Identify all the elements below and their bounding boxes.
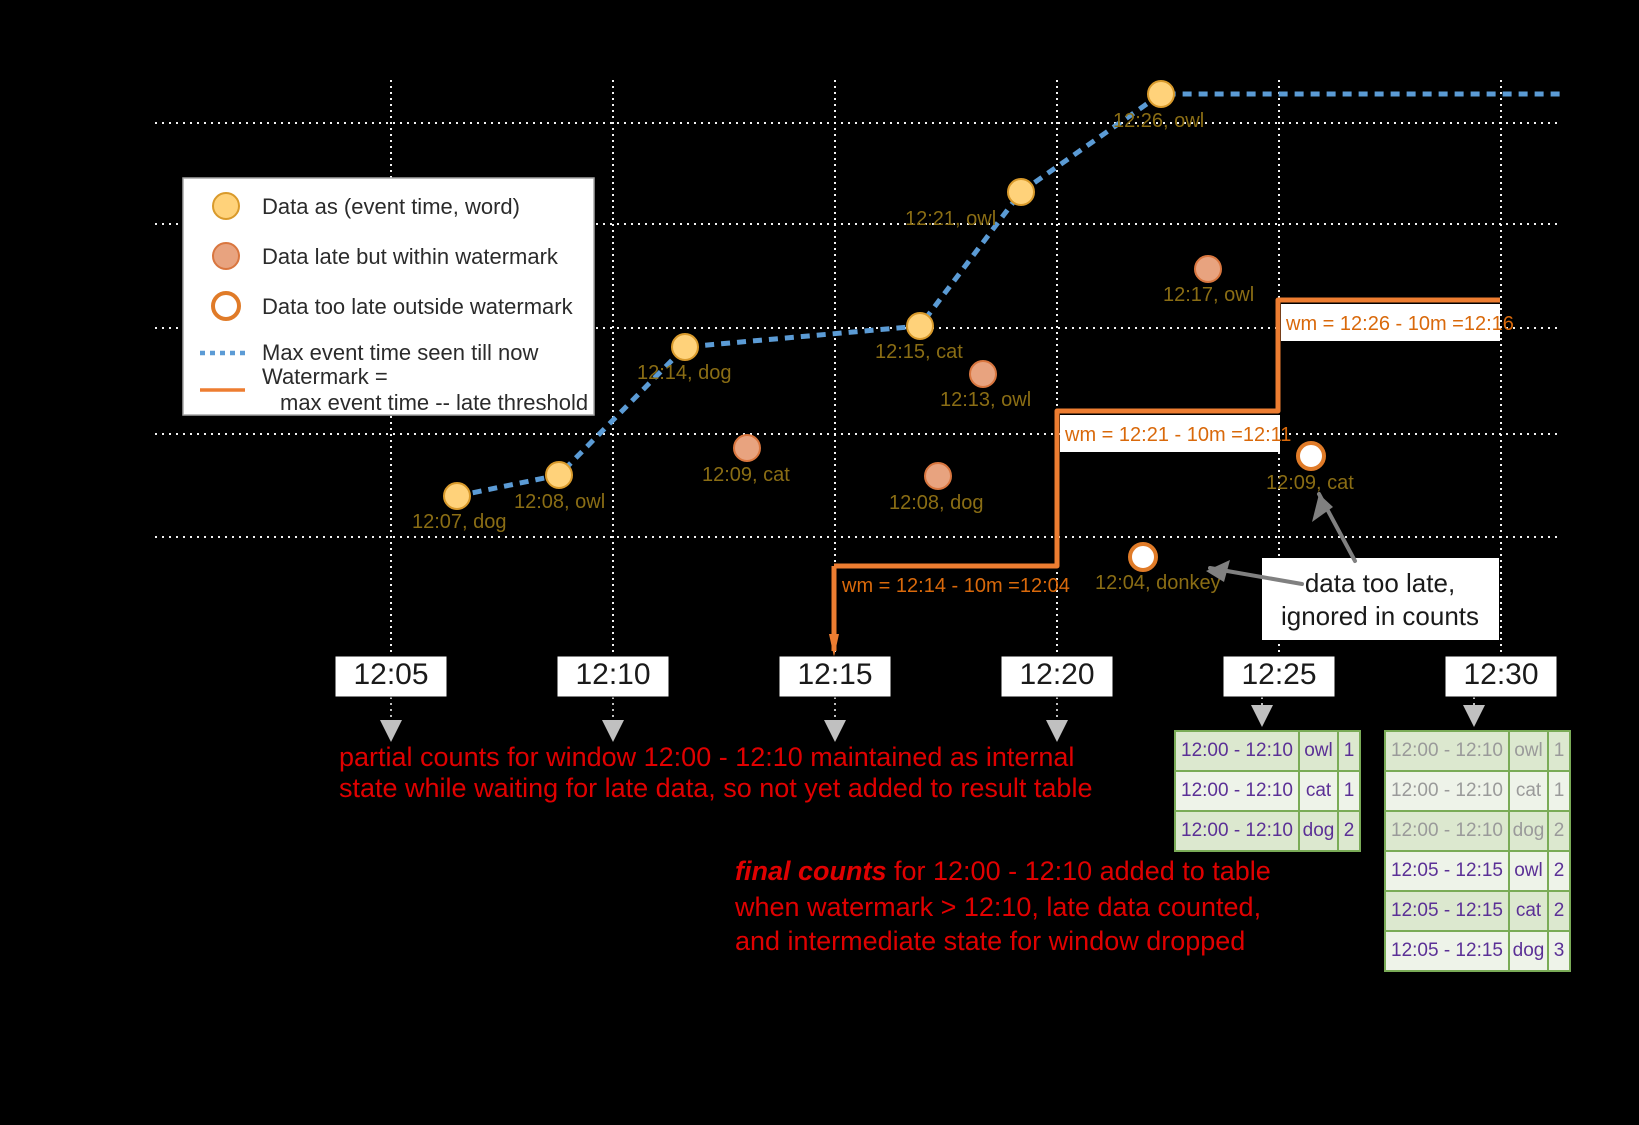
svg-text:Data as (event time, word): Data as (event time, word) (262, 194, 520, 219)
svg-text:12:07, dog: 12:07, dog (412, 511, 507, 533)
svg-text:and intermediate state for win: and intermediate state for window droppe… (735, 926, 1245, 956)
svg-text:12:30: 12:30 (1463, 658, 1538, 691)
svg-text:Max event time seen till now: Max event time seen till now (262, 340, 538, 365)
svg-text:12:05: 12:05 (353, 658, 428, 691)
svg-text:Data too late outside watermar: Data too late outside watermark (262, 294, 574, 319)
svg-text:wm = 12:21 - 10m =12:11: wm = 12:21 - 10m =12:11 (1064, 424, 1291, 446)
svg-text:wm = 12:14 - 10m =12:04: wm = 12:14 - 10m =12:04 (841, 575, 1070, 597)
svg-text:12:08, owl: 12:08, owl (514, 491, 605, 513)
svg-text:12:21, owl: 12:21, owl (905, 208, 996, 230)
svg-text:Data late but within watermark: Data late but within watermark (262, 244, 559, 269)
svg-text:Watermark =: Watermark = (262, 364, 388, 389)
svg-text:data too late,: data too late, (1305, 568, 1455, 598)
svg-text:12:15: 12:15 (797, 658, 872, 691)
svg-text:12:13, owl: 12:13, owl (940, 389, 1031, 411)
svg-text:12:14, dog: 12:14, dog (637, 362, 732, 384)
svg-text:12:17, owl: 12:17, owl (1163, 284, 1254, 306)
svg-text:12:25: 12:25 (1241, 658, 1316, 691)
svg-text:12:08, dog: 12:08, dog (889, 492, 984, 514)
svg-text:12:15, cat: 12:15, cat (875, 341, 963, 363)
svg-text:partial counts for window 12:0: partial counts for window 12:00 - 12:10 … (339, 742, 1074, 772)
svg-text:state while waiting for late d: state while waiting for late data, so no… (339, 773, 1092, 803)
svg-text:final counts for 12:00 - 12:10: final counts for 12:00 - 12:10 added to … (735, 856, 1271, 886)
svg-text:12:04, donkey: 12:04, donkey (1095, 572, 1221, 594)
svg-text:12:09, cat: 12:09, cat (702, 464, 790, 486)
svg-text:max event time -- late thresho: max event time -- late threshold (280, 390, 588, 415)
svg-text:when watermark > 12:10, late d: when watermark > 12:10, late data counte… (734, 892, 1261, 922)
svg-text:12:10: 12:10 (575, 658, 650, 691)
svg-text:ignored in counts: ignored in counts (1281, 601, 1479, 631)
svg-text:12:09, cat: 12:09, cat (1266, 472, 1354, 494)
svg-text:12:20: 12:20 (1019, 658, 1094, 691)
svg-text:12:26, owl: 12:26, owl (1113, 110, 1204, 132)
svg-text:wm = 12:26 - 10m =12:16: wm = 12:26 - 10m =12:16 (1285, 313, 1514, 335)
